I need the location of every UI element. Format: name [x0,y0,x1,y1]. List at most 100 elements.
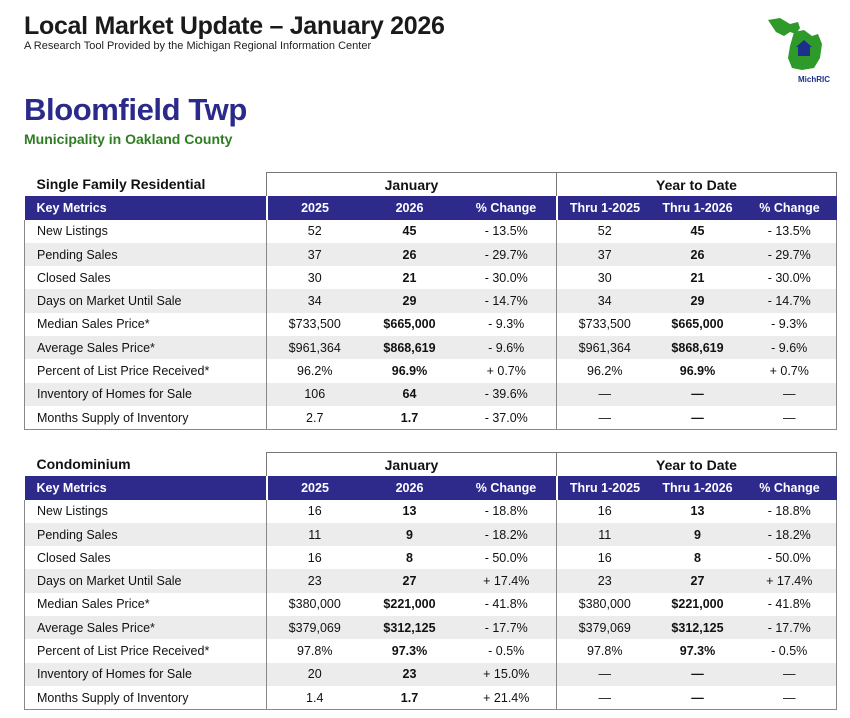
metric-value: — [556,685,653,711]
metric-value: - 13.5% [742,219,837,243]
column-header: Thru 1-2025 [555,196,653,220]
metric-value: — [556,382,653,406]
table-row: Average Sales Price* $961,364 $868,619- 9.… [24,336,837,360]
table-row: Days on Market Until Sale 34 29- 14.7% 34 29… [24,289,837,313]
metric-label: Median Sales Price* [24,312,267,337]
metric-label: Percent of List Price Received* [24,639,267,663]
metric-value: 8 [694,550,701,565]
table-row: Closed Sales 16 8- 50.0% 16 8- 50.0% [24,546,837,570]
table-title: Single Family Residential [24,172,267,197]
metric-value: 16 [266,499,363,523]
column-header: 2025 [265,196,363,220]
metric-value: $665,000 [383,317,436,332]
metric-value: - 29.7% [456,242,557,267]
metric-value: 29 [652,289,743,313]
column-header: Key Metrics [24,196,267,220]
metric-value: + 15.0% [456,662,557,686]
metric-value: 45 [690,224,705,239]
table-section-0: Single Family Residential January Year to … [24,172,837,431]
metric-value: 106 [266,382,363,406]
logo-wordmark: MichRIC [798,75,830,84]
metric-label: Days on Market Until Sale [24,569,267,593]
report-subtitle: A Research Tool Provided by the Michigan… [24,40,372,52]
metric-value: 52 [556,219,653,243]
metric-value: 1.4 [266,685,363,711]
metric-value: $733,500 [266,312,363,337]
metric-value: 34 [266,289,363,313]
metric-value: $665,000 [671,317,724,332]
table-row: Median Sales Price* $380,000 $221,000- 41.… [24,592,837,617]
metric-value: $868,619 [362,336,457,360]
metric-value: 27 [362,569,457,593]
metric-label: Inventory of Homes for Sale [24,382,267,406]
metric-value: 97.3% [391,644,428,659]
metric-value: 23 [266,569,363,593]
table-row: Pending Sales 37 26- 29.7% 37 26- 29.7% [24,242,837,267]
metric-value: 37 [556,242,653,267]
metric-label: Days on Market Until Sale [24,289,267,313]
group-header-ytd: Year to Date [556,172,837,197]
metric-value: 52 [266,219,363,243]
metric-value: - 18.8% [484,504,528,519]
metric-value: + 0.7% [742,359,837,383]
metric-value: - 14.7% [742,289,837,313]
metric-value: - 39.6% [456,382,557,406]
metric-value: 64 [362,382,457,406]
table-row: Average Sales Price* $379,069 $312,125- 17… [24,616,837,640]
metric-value: - 9.3% [742,312,837,337]
metric-value: 1.7 [362,405,457,431]
group-header-month: January [266,452,557,477]
metric-value: $379,069 [266,616,363,640]
table-row: Percent of List Price Received* 97.8% 97.3… [24,639,837,663]
table-row: Months Supply of Inventory 2.7 1.7- 37.0% —… [24,405,837,431]
table-section-1: Condominium January Year to Date Key Metric… [24,452,837,711]
metric-value: - 18.2% [456,522,557,547]
metric-value: - 41.8% [742,592,837,617]
metric-value: 96.2% [266,359,363,383]
metric-value: 16 [266,546,363,570]
metric-value: - 9.6% [742,336,837,360]
metric-label: Months Supply of Inventory [24,405,267,431]
metric-label: Pending Sales [24,522,267,547]
group-header-month: January [266,172,557,197]
metric-value: - 0.5% [488,644,525,659]
column-header: % Change [456,476,557,500]
metric-value: $380,000 [266,592,363,617]
metrics-table: Condominium January Year to Date Key Metric… [24,452,837,711]
metric-value: $868,619 [652,336,743,360]
metric-value: + 17.4% [456,569,557,593]
column-header: % Change [742,196,837,220]
metric-value: — [652,662,743,686]
metric-value: 97.3% [679,644,716,659]
metric-value: - 30.0% [484,270,528,285]
metric-label: Percent of List Price Received* [24,359,267,383]
metric-value: $379,069 [556,616,653,640]
metric-value: - 17.7% [742,616,837,640]
metric-value: 29 [362,289,457,313]
metric-value: - 50.0% [742,546,837,570]
metric-value: 21 [402,270,417,285]
table-row: New Listings 16 13- 18.8% 16 13- 18.8% [24,499,837,523]
metric-value: - 37.0% [456,405,557,431]
column-header: % Change [742,476,837,500]
metric-value: - 0.5% [742,639,837,663]
column-header: 2026 [362,476,457,500]
metrics-table: Single Family Residential January Year to … [24,172,837,431]
michric-logo: MichRIC [768,18,830,84]
table-row: Months Supply of Inventory 1.4 1.7 + 21.4% —… [24,685,837,711]
metric-value: 97.8% [556,639,653,663]
metric-value: - 29.7% [742,242,837,267]
metric-value: $961,364 [266,336,363,360]
column-header: Thru 1-2025 [555,476,653,500]
table-row: Pending Sales 11 9- 18.2% 11 9- 18.2% [24,522,837,547]
table-row: Inventory of Homes for Sale 106 64- 39.6% —… [24,382,837,406]
table-row: Closed Sales 30 21- 30.0% 30 21- 30.0% [24,266,837,290]
metric-value: — [742,382,837,406]
metric-value: — [652,685,743,711]
metric-value: - 41.8% [484,597,528,612]
metric-value: 30 [266,266,363,290]
metric-value: $221,000 [671,597,724,612]
table-title: Condominium [24,452,267,477]
metric-value: — [652,382,743,406]
metric-value: 8 [406,550,413,565]
